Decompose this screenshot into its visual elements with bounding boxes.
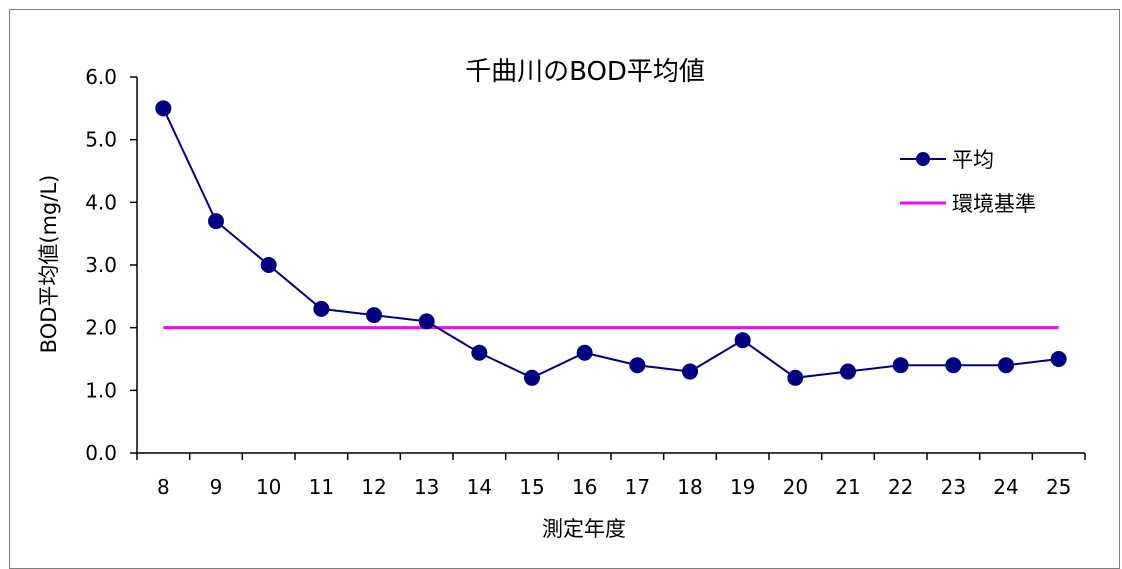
data-point bbox=[418, 313, 435, 330]
x-tick-label: 10 bbox=[256, 475, 281, 499]
axes bbox=[136, 77, 1085, 454]
legend-label: 環境基準 bbox=[952, 192, 1036, 216]
chart-title: 千曲川のBOD平均値 bbox=[465, 57, 705, 87]
x-tick-label: 18 bbox=[677, 475, 702, 499]
x-tick-label: 22 bbox=[888, 475, 913, 499]
x-tick-label: 17 bbox=[625, 475, 650, 499]
x-tick-label: 13 bbox=[414, 475, 439, 499]
series-line bbox=[162, 107, 1059, 379]
data-point bbox=[524, 369, 540, 386]
data-point bbox=[576, 344, 593, 361]
y-tick-label: 1.0 bbox=[85, 378, 117, 402]
x-tick-label: 24 bbox=[993, 475, 1018, 499]
x-axis-title: 測定年度 bbox=[542, 517, 626, 541]
y-tick-label: 3.0 bbox=[85, 253, 117, 277]
data-point bbox=[260, 257, 277, 273]
series-layer bbox=[155, 100, 1067, 386]
x-tick-label: 8 bbox=[157, 475, 170, 499]
legend-label: 平均 bbox=[952, 148, 994, 172]
chart-frame bbox=[9, 9, 1120, 569]
line-chart: 千曲川のBOD平均値 測定年度 BOD平均値(mg/L) 0.0 1.0 2.0 3.… bbox=[37, 57, 1086, 541]
data-point bbox=[682, 363, 698, 380]
data-point bbox=[787, 369, 804, 386]
x-tick-label: 9 bbox=[210, 475, 223, 499]
x-tick-label: 19 bbox=[730, 475, 755, 499]
x-tick-label: 20 bbox=[783, 475, 808, 499]
x-tick-label: 23 bbox=[941, 475, 966, 499]
y-tick-label: 2.0 bbox=[85, 316, 117, 340]
x-tick-label: 11 bbox=[309, 475, 334, 499]
y-tick-label: 5.0 bbox=[85, 128, 117, 152]
data-point bbox=[734, 332, 751, 349]
data-point bbox=[155, 100, 172, 117]
y-axis-title: BOD平均値(mg/L) bbox=[37, 175, 61, 354]
x-tick-label: 25 bbox=[1046, 475, 1071, 499]
data-point bbox=[1050, 351, 1067, 367]
data-point bbox=[313, 300, 330, 317]
x-tick-label: 12 bbox=[361, 475, 386, 499]
data-point bbox=[366, 307, 382, 324]
x-axis-ticks: 8 9 10 11 12 13 14 15 16 17 18 19 20 21 22 23 24 25 bbox=[136, 453, 1086, 499]
x-tick-label: 15 bbox=[519, 475, 544, 499]
x-tick-label: 21 bbox=[835, 475, 860, 499]
y-tick-label: 0.0 bbox=[85, 441, 117, 465]
y-tick-label: 4.0 bbox=[85, 190, 117, 214]
y-tick-label: 6.0 bbox=[85, 65, 117, 89]
y-axis-ticks: 0.0 1.0 2.0 3.0 4.0 5.0 6.0 bbox=[85, 65, 137, 465]
data-point bbox=[945, 357, 962, 374]
data-point bbox=[208, 213, 224, 230]
data-point bbox=[471, 344, 488, 361]
legend-marker bbox=[916, 152, 930, 166]
data-point bbox=[998, 357, 1014, 374]
legend-item: 平均 bbox=[900, 148, 994, 172]
data-point bbox=[840, 363, 856, 380]
x-tick-label: 14 bbox=[467, 475, 492, 499]
x-tick-label: 16 bbox=[572, 475, 597, 499]
legend-item: 環境基準 bbox=[900, 192, 1036, 216]
data-point bbox=[892, 357, 909, 374]
series-0 bbox=[155, 100, 1067, 386]
data-point bbox=[629, 357, 646, 374]
